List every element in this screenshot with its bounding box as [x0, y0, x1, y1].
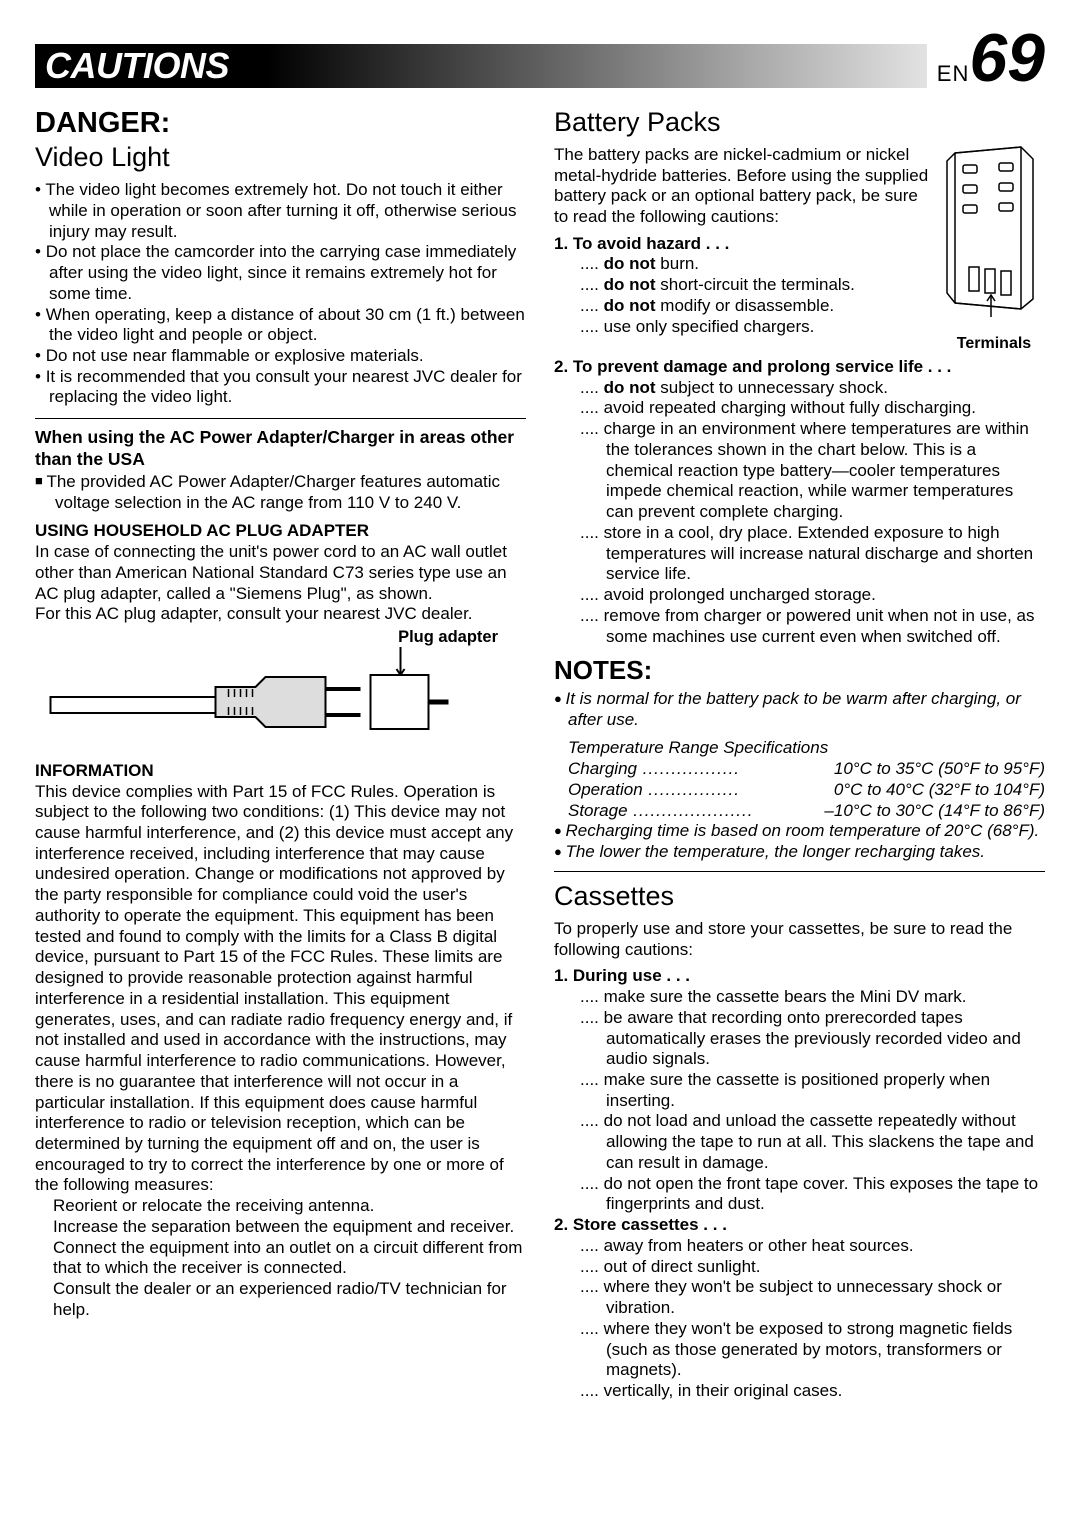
- cass1-5: do not open the front tape cover. This e…: [554, 1174, 1045, 1215]
- haz-1: do not burn.: [554, 254, 933, 275]
- cass1-4: do not load and unload the cassette repe…: [554, 1111, 1045, 1173]
- prev-1: do not subject to unnecessary shock.: [554, 378, 1045, 399]
- vl-b5: It is recommended that you consult your …: [35, 367, 526, 408]
- cass1-3: make sure the cassette is positioned pro…: [554, 1070, 1045, 1111]
- ac-b1: The provided AC Power Adapter/Charger fe…: [35, 472, 526, 513]
- cass2-5: vertically, in their original cases.: [554, 1381, 1045, 1402]
- content-columns: DANGER: Video Light The video light beco…: [35, 100, 1045, 1402]
- temp-operation: Operation ................ 0°C to 40°C (…: [554, 780, 1045, 801]
- info-heading: INFORMATION: [35, 761, 526, 782]
- vl-b4: Do not use near flammable or explosive m…: [35, 346, 526, 367]
- divider-1: [35, 418, 526, 419]
- page-num-big: 69: [969, 30, 1045, 88]
- divider-2: [554, 871, 1045, 872]
- page-number: EN 69: [927, 30, 1045, 88]
- cass2-list: away from heaters or other heat sources.…: [554, 1236, 1045, 1402]
- terminals-label: Terminals: [943, 334, 1045, 354]
- prev-5: avoid prolonged uncharged storage.: [554, 585, 1045, 606]
- hazard-list: do not burn. do not short-circuit the te…: [554, 254, 933, 337]
- haz-2: do not short-circuit the terminals.: [554, 275, 933, 296]
- note-3: The lower the temperature, the longer re…: [554, 842, 1045, 863]
- cautions-title: CAUTIONS: [45, 44, 229, 88]
- cass1-2: be aware that recording onto prerecorded…: [554, 1008, 1045, 1070]
- page-header: CAUTIONS EN 69: [35, 30, 1045, 88]
- left-column: DANGER: Video Light The video light beco…: [35, 100, 526, 1402]
- cass2-4: where they won't be exposed to strong ma…: [554, 1319, 1045, 1381]
- info-para: This device complies with Part 15 of FCC…: [35, 782, 526, 1197]
- vl-b3: When operating, keep a distance of about…: [35, 305, 526, 346]
- temp-storage: Storage ..................... –10°C to 3…: [554, 801, 1045, 822]
- notes-heading: NOTES:: [554, 655, 1045, 687]
- cass2-1: away from heaters or other heat sources.: [554, 1236, 1045, 1257]
- prev-6: remove from charger or powered unit when…: [554, 606, 1045, 647]
- prevent-list: do not subject to unnecessary shock. avo…: [554, 378, 1045, 648]
- cass1-heading: 1. During use . . .: [554, 966, 1045, 987]
- prev-3: charge in an environment where temperatu…: [554, 419, 1045, 523]
- hh-p1: In case of connecting the unit's power c…: [35, 542, 526, 604]
- plug-adapter-label: Plug adapter: [398, 627, 498, 647]
- note-2: Recharging time is based on room tempera…: [554, 821, 1045, 842]
- cass2-3: where they won't be subject to unnecessa…: [554, 1277, 1045, 1318]
- plug-adapter-figure: Plug adapter: [35, 627, 526, 753]
- cassettes-para: To properly use and store your cassettes…: [554, 919, 1045, 960]
- danger-heading: DANGER:: [35, 106, 526, 141]
- prev-2: avoid repeated charging without fully di…: [554, 398, 1045, 419]
- battery-top-row: The battery packs are nickel-cadmium or …: [554, 145, 1045, 353]
- temp-spec-heading: Temperature Range Specifications: [554, 738, 1045, 759]
- prevent-heading: 2. To prevent damage and prolong service…: [554, 357, 1045, 378]
- page-lang: EN: [937, 61, 970, 88]
- info-m3: Connect the equipment into an outlet on …: [53, 1238, 526, 1279]
- cass1-1: make sure the cassette bears the Mini DV…: [554, 987, 1045, 1008]
- video-light-heading: Video Light: [35, 141, 526, 174]
- cass1-list: make sure the cassette bears the Mini DV…: [554, 987, 1045, 1215]
- battery-packs-heading: Battery Packs: [554, 106, 1045, 139]
- prev-4: store in a cool, dry place. Extended exp…: [554, 523, 1045, 585]
- info-m2: Increase the separation between the equi…: [53, 1217, 526, 1238]
- ac-heading: When using the AC Power Adapter/Charger …: [35, 427, 526, 470]
- vl-b2: Do not place the camcorder into the carr…: [35, 242, 526, 304]
- haz-4: use only specified chargers.: [554, 317, 933, 338]
- info-m4: Consult the dealer or an experienced rad…: [53, 1279, 526, 1320]
- notes-list-2: Recharging time is based on room tempera…: [554, 821, 1045, 862]
- right-column: Battery Packs The battery packs are nick…: [554, 100, 1045, 1402]
- info-m1: Reorient or relocate the receiving anten…: [53, 1196, 526, 1217]
- info-measures: Reorient or relocate the receiving anten…: [35, 1196, 526, 1320]
- hh-heading: USING HOUSEHOLD AC PLUG ADAPTER: [35, 521, 526, 542]
- hazard-heading: 1. To avoid hazard . . .: [554, 234, 933, 255]
- notes-list-1: It is normal for the battery pack to be …: [554, 689, 1045, 730]
- temp-charging: Charging ................. 10°C to 35°C …: [554, 759, 1045, 780]
- video-light-bullets: The video light becomes extremely hot. D…: [35, 180, 526, 408]
- cautions-bar: CAUTIONS: [35, 44, 927, 88]
- cass2-heading: 2. Store cassettes . . .: [554, 1215, 1045, 1236]
- cass2-2: out of direct sunlight.: [554, 1257, 1045, 1278]
- vl-b1: The video light becomes extremely hot. D…: [35, 180, 526, 242]
- hh-p2: For this AC plug adapter, consult your n…: [35, 604, 526, 625]
- battery-icon: [943, 145, 1045, 325]
- haz-3: do not modify or disassemble.: [554, 296, 933, 317]
- ac-bullets: The provided AC Power Adapter/Charger fe…: [35, 472, 526, 513]
- note-1: It is normal for the battery pack to be …: [554, 689, 1045, 730]
- battery-para: The battery packs are nickel-cadmium or …: [554, 145, 933, 228]
- cassettes-heading: Cassettes: [554, 880, 1045, 913]
